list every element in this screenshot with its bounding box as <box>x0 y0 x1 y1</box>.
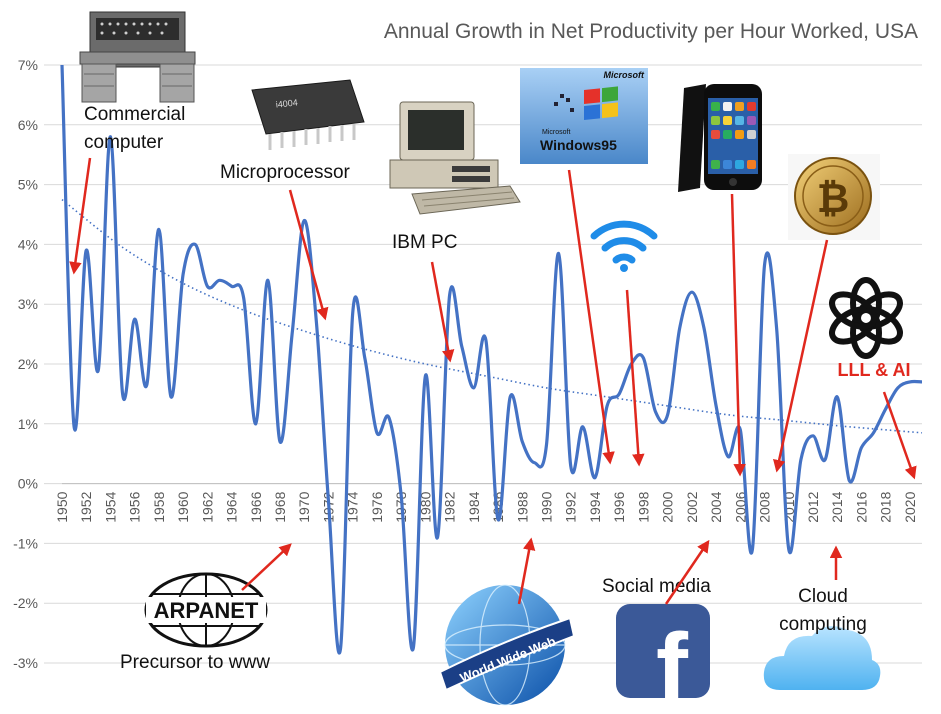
x-tick-label: 2000 <box>660 491 676 522</box>
x-tick-label: 2014 <box>829 491 845 522</box>
x-tick-label: 1980 <box>417 491 433 522</box>
annotation-arrows <box>69 157 917 605</box>
x-tick-label: 2012 <box>805 491 821 522</box>
x-tick-label: 2016 <box>853 491 869 522</box>
label-ibm-pc: IBM PC <box>392 232 457 253</box>
x-tick-label: 1988 <box>514 491 530 522</box>
x-tick-label: 1968 <box>272 491 288 522</box>
grid-lines <box>44 64 922 664</box>
arpanet-logo: ARPANET <box>144 572 268 648</box>
facebook-logo: f <box>616 604 710 714</box>
arrow-commercial <box>69 157 92 275</box>
windows-microsoft: Microsoft <box>542 129 570 136</box>
x-tick-label: 2004 <box>708 491 724 522</box>
x-tick-label: 1982 <box>442 491 458 522</box>
x-tick-label: 1966 <box>248 491 264 522</box>
y-tick-label: 3% <box>18 296 38 312</box>
label-precursor-www: Precursor to www <box>120 652 270 673</box>
ibm-pc-image <box>389 101 521 215</box>
label-microprocessor: Microprocessor <box>220 162 351 183</box>
label-commercial-computer-2: computer <box>84 132 164 153</box>
x-tick-label: 2020 <box>902 491 918 522</box>
microprocessor-image: i4004 <box>251 79 365 150</box>
x-tick-label: 1962 <box>199 491 215 522</box>
y-tick-label: -3% <box>13 655 38 671</box>
x-tick-label: 1970 <box>296 491 312 522</box>
x-axis-ticks: 1950 1952 1954 1956 1958 1960 1962 1964 1966 1968… <box>54 491 918 522</box>
x-tick-label: 1996 <box>611 491 627 522</box>
y-tick-label: 5% <box>18 177 38 193</box>
arrow-arpanet <box>241 543 292 591</box>
productivity-series-line <box>60 64 923 655</box>
x-tick-label: 1974 <box>345 491 361 522</box>
iphone-image <box>678 84 762 192</box>
windows95-image: Microsoft Microsoft Windows95 <box>520 68 648 164</box>
y-tick-label: 1% <box>18 416 38 432</box>
x-tick-label: 1952 <box>78 491 94 522</box>
facebook-f: f <box>656 614 689 714</box>
windows-brand: Microsoft <box>604 70 646 80</box>
chip-text: i4004 <box>275 97 298 109</box>
y-tick-label: 4% <box>18 236 38 252</box>
label-cloud-computing-2: computing <box>779 614 867 635</box>
y-tick-label: 0% <box>18 476 38 492</box>
arrow-www <box>517 537 536 605</box>
x-tick-label: 1960 <box>175 491 191 522</box>
wifi-icon <box>590 220 658 272</box>
x-tick-label: 1954 <box>102 491 118 522</box>
commercial-computer-image <box>79 11 196 103</box>
arrow-windows95 <box>567 169 615 465</box>
arrow-bitcoin <box>773 239 829 473</box>
chart-title: Annual Growth in Net Productivity per Ho… <box>384 20 918 43</box>
x-tick-label: 1998 <box>635 491 651 522</box>
arrow-wifi <box>625 289 645 467</box>
arrow-microprocessor <box>288 189 329 321</box>
y-tick-label: -2% <box>13 595 38 611</box>
x-tick-label: 1958 <box>151 491 167 522</box>
label-commercial-computer-1: Commercial <box>84 104 185 125</box>
series-layer <box>60 64 923 655</box>
x-tick-label: 1956 <box>127 491 143 522</box>
x-tick-label: 1964 <box>224 491 240 522</box>
cloud-icon <box>763 626 881 690</box>
label-cloud-computing-1: Cloud <box>798 586 848 607</box>
y-axis-ticks: 7% 6% 5% 4% 3% 2% 1% 0% -1% -2% -3% <box>13 57 38 671</box>
arpanet-text: ARPANET <box>154 598 259 623</box>
x-tick-label: 1992 <box>563 491 579 522</box>
label-social-media: Social media <box>602 576 711 597</box>
ai-knot-icon <box>829 277 903 359</box>
y-tick-label: 2% <box>18 356 38 372</box>
x-tick-label: 1994 <box>587 491 603 522</box>
y-tick-label: -1% <box>13 535 38 551</box>
x-tick-label: 1984 <box>466 491 482 522</box>
arrow-social-media <box>664 539 710 605</box>
www-globe-image: World Wide Web <box>438 584 576 706</box>
bitcoin-image: ₿ <box>788 154 880 240</box>
arrow-ibm-pc <box>430 261 455 363</box>
arrow-ai <box>882 391 917 480</box>
x-tick-label: 1990 <box>539 491 555 522</box>
y-tick-label: 7% <box>18 57 38 73</box>
x-tick-label: 1950 <box>54 491 70 522</box>
windows-title: Windows95 <box>540 137 617 153</box>
x-tick-label: 2006 <box>732 491 748 522</box>
x-tick-label: 2008 <box>757 491 773 522</box>
x-tick-label: 2018 <box>878 491 894 522</box>
label-lll-ai: LLL & AI <box>838 360 911 380</box>
arrow-iphone <box>730 193 746 477</box>
bitcoin-symbol-icon: ₿ <box>817 177 850 221</box>
y-tick-label: 6% <box>18 117 38 133</box>
x-tick-label: 2002 <box>684 491 700 522</box>
x-tick-label: 1976 <box>369 491 385 522</box>
